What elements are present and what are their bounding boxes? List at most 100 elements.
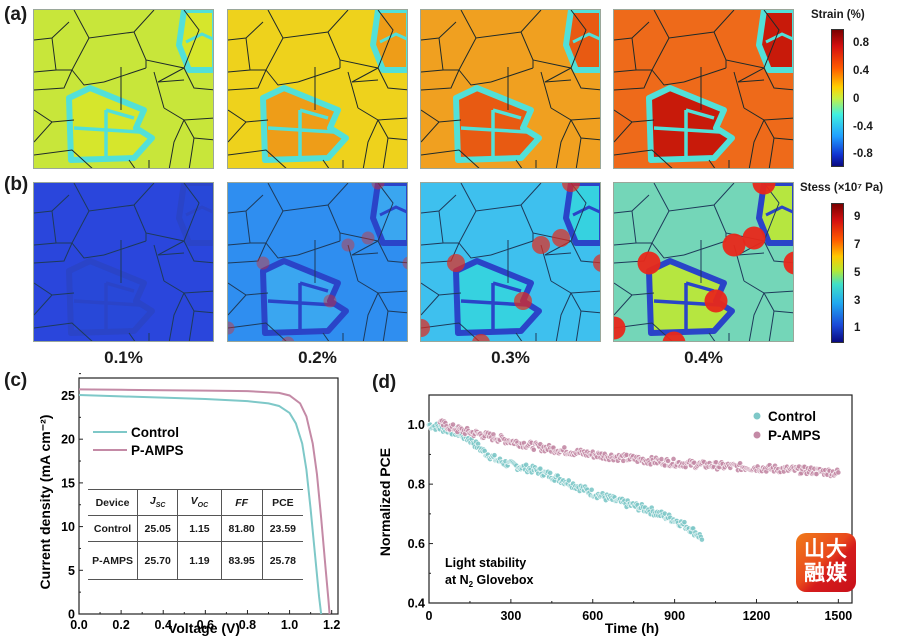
- photovoltaic-parameters-table: Device JSC VOC FF PCE Control 25.05 1.15 81.80 23…: [88, 489, 303, 580]
- x-tick-label: 0.8: [239, 618, 256, 632]
- grain-boundary: [157, 240, 185, 256]
- stress-colorbar-tick: 7: [854, 239, 861, 251]
- strain-colorbar-title: Strain (%): [811, 9, 865, 21]
- grain-boundary: [157, 67, 185, 83]
- data-point: [491, 452, 498, 459]
- grain-boundary: [460, 183, 542, 212]
- grain-boundary: [168, 119, 185, 168]
- grain-boundary: [322, 332, 330, 341]
- watermark-logo: 山大 融媒: [796, 533, 856, 592]
- data-point: [450, 421, 456, 428]
- grain-boundary: [651, 69, 685, 86]
- x-tick-label: 1.2: [323, 618, 340, 632]
- table-cell: Control: [88, 516, 139, 541]
- stress-hotspot: [371, 183, 385, 190]
- x-tick-label: 1200: [743, 609, 771, 623]
- grain-boundary: [34, 121, 53, 143]
- grain-boundary: [168, 292, 185, 341]
- grain-boundary: [763, 292, 793, 314]
- grain-boundary: [377, 292, 407, 314]
- table-row: P-AMPS 25.70 1.19 83.95 25.78: [88, 541, 303, 579]
- stress-hotspot: [722, 233, 746, 257]
- stress-hotspot: [514, 292, 532, 310]
- grain-boundary: [379, 205, 407, 217]
- grain-boundary: [267, 183, 349, 212]
- stress-map-4: [613, 182, 794, 342]
- grain-boundary: [555, 292, 572, 341]
- highlighted-grain-cluster: [260, 258, 349, 336]
- grain-boundary: [185, 32, 213, 44]
- grain-boundary: [267, 10, 349, 39]
- strain-level-label: 0.2%: [298, 348, 337, 367]
- grain-boundary: [737, 79, 765, 83]
- grain-boundary: [421, 294, 440, 316]
- stress-hotspot: [323, 294, 337, 308]
- strain-map-2: [227, 9, 408, 169]
- table-cell: 25.78: [269, 554, 296, 567]
- highlighted-grain-cluster: [260, 85, 349, 163]
- x-axis-label: Time (h): [605, 620, 659, 636]
- grain-boundary: [153, 71, 165, 109]
- grain-boundary: [351, 79, 379, 83]
- grain-boundary: [737, 252, 765, 256]
- stress-colorbar-tick: 1: [854, 322, 861, 334]
- stress-map-2: [227, 182, 408, 342]
- grain-boundary: [377, 119, 407, 141]
- x-tick-label: 600: [582, 609, 603, 623]
- grain-boundary: [73, 183, 155, 212]
- grain-boundary: [34, 149, 93, 168]
- grain-boundary: [157, 79, 185, 83]
- grain-boundary: [228, 69, 267, 91]
- highlighted-grain-top: [756, 183, 793, 246]
- grain-boundary: [103, 67, 147, 83]
- y-tick-label: 0.4: [408, 597, 425, 611]
- legend-label: P-AMPS: [768, 428, 821, 443]
- grain-boundary: [228, 322, 287, 341]
- data-point: [681, 519, 688, 526]
- y-tick-label: 10: [61, 520, 75, 534]
- panel-label-d: (d): [372, 372, 397, 393]
- grain-boundary: [515, 159, 523, 168]
- grain-boundary: [460, 10, 542, 39]
- plot-frame: [78, 377, 339, 615]
- data-point: [588, 486, 595, 493]
- table-cell: Device: [88, 490, 139, 515]
- data-point: [670, 456, 677, 462]
- grain-boundary: [347, 71, 359, 109]
- grain-boundary: [73, 10, 155, 39]
- panel-label-b: (b): [4, 174, 29, 195]
- grain-boundary: [377, 240, 407, 264]
- panel-label-a: (a): [4, 4, 28, 25]
- y-tick-label: 0.6: [408, 537, 425, 551]
- cluster-boundary: [460, 108, 528, 158]
- grain-boundary: [540, 71, 552, 109]
- x-tick-label: 1500: [824, 609, 852, 623]
- highlighted-grain-top: [370, 183, 407, 246]
- y-axis-label: Normalized PCE: [377, 448, 393, 556]
- stress-hotspot: [593, 254, 600, 272]
- plot-frame: [428, 394, 853, 604]
- grain-boundary: [362, 119, 379, 168]
- highlighted-grain-top: [176, 183, 213, 246]
- jv-curve-chart: Current density (mA cm⁻²) Voltage (V) 0.…: [37, 373, 340, 636]
- y-tick-label: 1.0: [408, 418, 425, 432]
- data-point: [561, 444, 568, 451]
- stress-hotspot: [421, 319, 430, 337]
- watermark-line1: 山大: [804, 538, 848, 561]
- table-cell: 23.59: [269, 522, 296, 535]
- series-line-p-amps: [78, 388, 331, 615]
- strain-level-label: 0.4%: [684, 348, 723, 367]
- stress-hotspot: [562, 183, 580, 192]
- grain-boundary: [733, 71, 745, 109]
- grain-boundary: [490, 240, 534, 256]
- data-point: [547, 469, 554, 476]
- legend-marker: [753, 431, 761, 439]
- x-tick-label: 0: [426, 609, 433, 623]
- table-cell: P-AMPS: [88, 542, 139, 579]
- grain-boundary: [458, 242, 492, 259]
- grain-boundary: [322, 159, 330, 168]
- x-tick-label: 300: [500, 609, 521, 623]
- grain-boundary: [103, 240, 147, 256]
- stress-hotspot: [256, 256, 270, 270]
- grain-boundary: [653, 10, 735, 39]
